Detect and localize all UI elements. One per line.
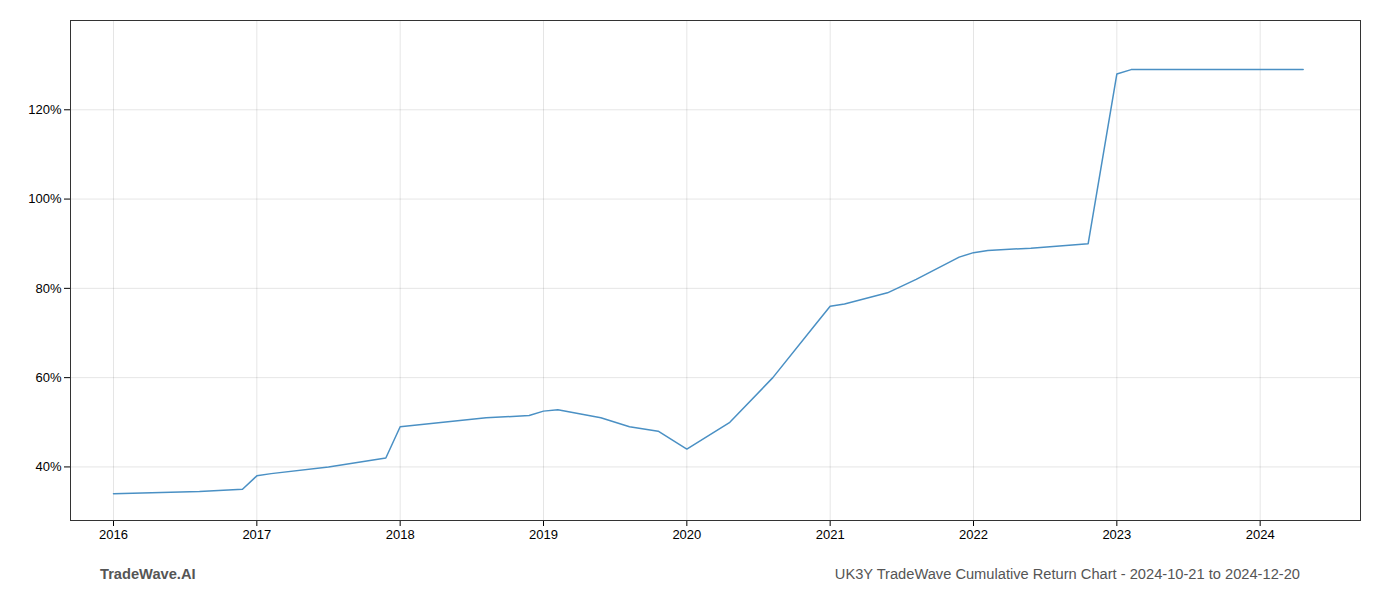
svg-text:2022: 2022 <box>959 527 988 542</box>
svg-text:2020: 2020 <box>672 527 701 542</box>
svg-text:2017: 2017 <box>242 527 271 542</box>
svg-text:60%: 60% <box>35 370 61 385</box>
html-text:TradeWave.AI: TradeWave.AI <box>100 566 196 582</box>
svg-text:2016: 2016 <box>99 527 128 542</box>
svg-text:40%: 40% <box>35 459 61 474</box>
svg-text:2021: 2021 <box>816 527 845 542</box>
svg-text:100%: 100% <box>28 191 62 206</box>
html-text:UK3Y TradeWave Cumulative Retu: UK3Y TradeWave Cumulative Return Chart -… <box>834 566 1300 582</box>
svg-text:80%: 80% <box>35 281 61 296</box>
svg-text:2018: 2018 <box>386 527 415 542</box>
svg-text:120%: 120% <box>28 102 62 117</box>
svg-text:2023: 2023 <box>1102 527 1131 542</box>
svg-text:2019: 2019 <box>529 527 558 542</box>
svg-text:2024: 2024 <box>1246 527 1275 542</box>
